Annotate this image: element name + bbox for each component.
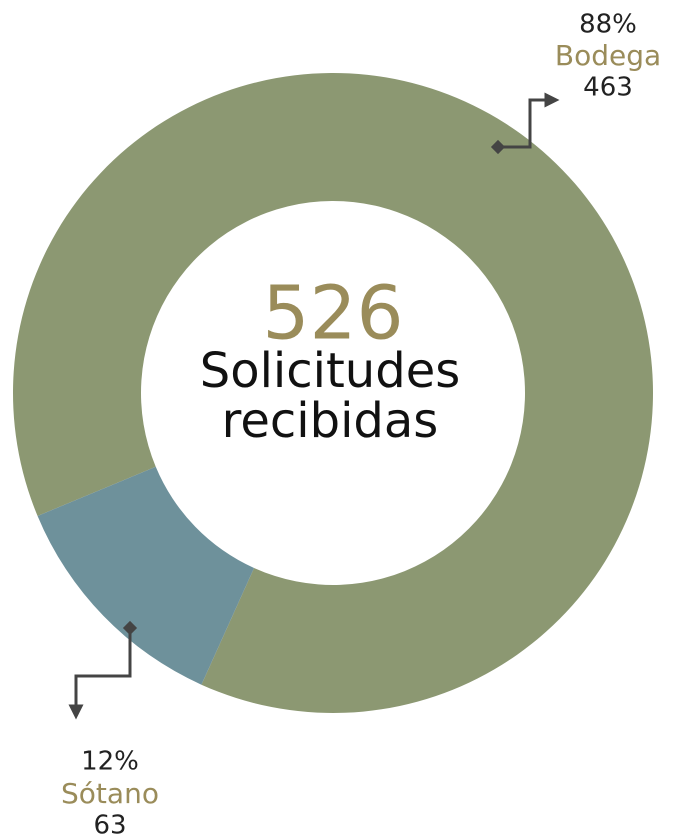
percent-label: 12% <box>81 747 139 777</box>
category-label: Sótano <box>61 777 159 810</box>
callout-line <box>68 628 132 720</box>
donut-slice <box>13 73 654 713</box>
callout-dot <box>490 139 506 155</box>
slices <box>13 73 654 713</box>
center-value: 526 <box>262 271 403 357</box>
percent-label: 88% <box>579 10 637 40</box>
callout-dot <box>122 620 138 636</box>
value-label: 463 <box>583 73 633 103</box>
center-label: Solicitudes <box>200 343 460 399</box>
value-label: 63 <box>93 811 126 839</box>
category-label: Bodega <box>555 39 661 72</box>
callouts <box>68 92 560 720</box>
center-label: recibidas <box>222 393 439 449</box>
donut-slice <box>37 466 255 685</box>
callout-line <box>498 92 560 149</box>
